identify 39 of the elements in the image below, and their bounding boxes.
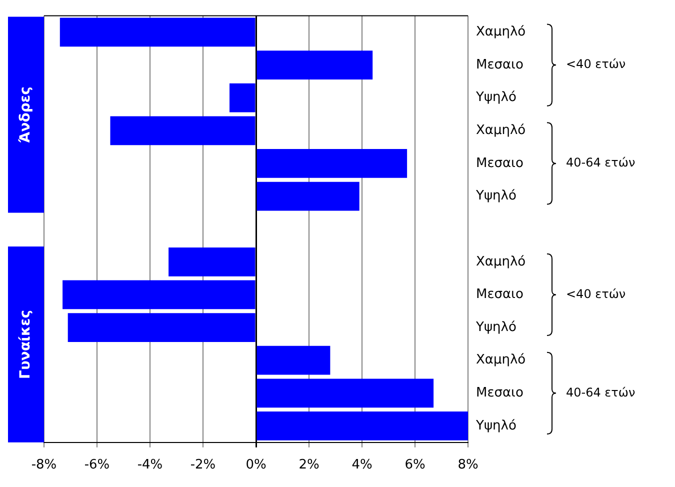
text: 40-64 ετών	[566, 385, 636, 400]
bar	[168, 247, 256, 276]
y-tick-label: Μεσαιο	[476, 287, 524, 302]
text: Γυναίκες	[18, 310, 34, 379]
bar	[230, 83, 256, 112]
bar	[68, 313, 256, 342]
x-tick-label: 2%	[298, 458, 320, 473]
x-tick-label: -8%	[31, 458, 57, 473]
bar	[62, 280, 256, 310]
text: <40 ετών	[566, 286, 626, 301]
bar	[256, 378, 434, 408]
bar	[256, 346, 330, 375]
bar	[256, 50, 373, 80]
x-tick-label: -4%	[137, 458, 163, 473]
y-tick-label: Χαμηλό	[476, 254, 526, 270]
x-tick-label: -6%	[84, 458, 110, 473]
text: <40 ετών	[566, 57, 626, 72]
x-tick-label: 0%	[246, 458, 266, 473]
y-tick-label: Χαμηλό	[476, 123, 526, 138]
x-tick-label: 4%	[352, 458, 372, 473]
y-tick-label: Χαμηλό	[476, 24, 526, 40]
x-tick-label: 6%	[404, 458, 426, 473]
y-tick-label: Υψηλό	[475, 320, 516, 335]
bar	[110, 116, 256, 146]
y-tick-label: Μεσαιο	[476, 386, 524, 401]
text: Άνδρες	[18, 86, 34, 143]
bar	[256, 182, 360, 211]
text: 40-64 ετών	[566, 156, 636, 170]
y-tick-label: Υψηλό	[475, 188, 516, 204]
bar	[60, 18, 256, 47]
y-tick-label: Χαμηλό	[476, 352, 526, 368]
y-tick-label: Υψηλό	[475, 418, 516, 434]
bar	[256, 149, 408, 178]
x-tick-label: 8%	[458, 458, 478, 473]
x-tick-label: -2%	[190, 458, 216, 473]
y-tick-label: Μεσαιο	[476, 156, 524, 171]
y-tick-label: Υψηλό	[475, 90, 516, 106]
bar	[256, 412, 468, 440]
y-tick-label: Μεσαιο	[476, 57, 524, 72]
